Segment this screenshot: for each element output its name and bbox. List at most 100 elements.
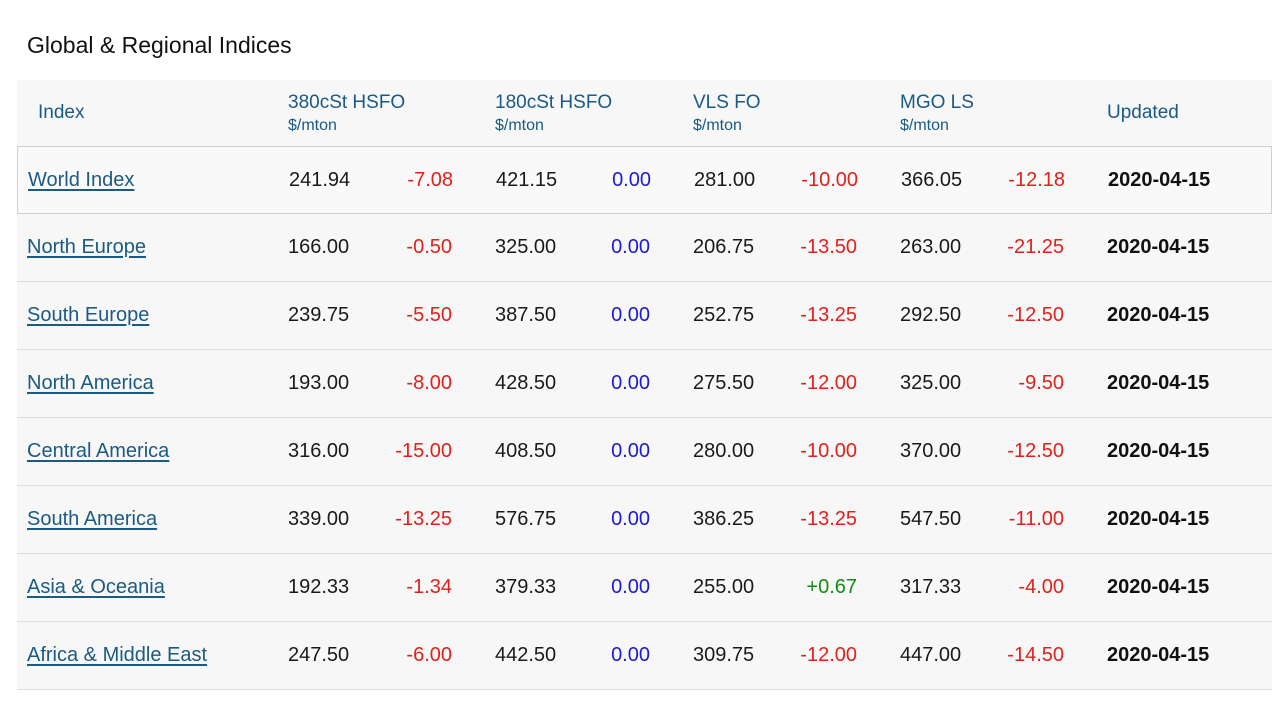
region-link[interactable]: Central America [27,440,170,462]
change-180cst: 0.00 [570,622,650,689]
change-mgols-value: -21.25 [1007,236,1064,258]
header-380cst-label: 380cSt HSFO [288,92,406,113]
header-index-label: Index [38,102,85,123]
price-mgols-value: 325.00 [900,372,962,394]
change-180cst: 0.00 [570,282,650,349]
updated-date: 2020-04-15 [1107,418,1209,485]
change-180cst-value: 0.00 [612,168,651,191]
price-380cst-value: 247.50 [288,644,350,666]
price-mgols-value: 547.50 [900,508,962,530]
change-380cst-value: -6.00 [406,644,452,666]
change-vlsfo-value: -10.00 [800,440,857,462]
price-mgols-value: 292.50 [900,304,962,326]
price-380cst: 166.00 [288,214,398,281]
price-380cst: 339.00 [288,486,398,553]
region-name-cell: World Index [28,147,134,213]
price-380cst-value: 239.75 [288,304,350,326]
change-vlsfo-value: -13.25 [800,304,857,326]
price-mgols-value: 447.00 [900,644,962,666]
price-vlsfo-value: 281.00 [694,168,756,191]
change-mgols: -14.50 [984,622,1064,689]
change-180cst-value: 0.00 [611,236,650,258]
price-380cst: 316.00 [288,418,398,485]
price-380cst: 193.00 [288,350,398,417]
change-380cst-value: -7.08 [407,168,453,191]
table-row: North Europe 166.00 -0.50 325.00 0.00 206.75 -… [17,214,1272,282]
change-380cst: -15.00 [372,418,452,485]
region-link[interactable]: World Index [28,168,135,191]
price-180cst-value: 387.50 [495,304,557,326]
region-link[interactable]: South Europe [27,304,150,326]
table-row: North America 193.00 -8.00 428.50 0.00 275.50… [17,350,1272,418]
region-link[interactable]: Asia & Oceania [27,576,165,598]
change-vlsfo: -12.00 [777,350,857,417]
change-mgols-value: -12.50 [1007,304,1064,326]
price-180cst: 387.50 [495,282,605,349]
region-link[interactable]: South America [27,508,158,530]
change-mgols-value: -9.50 [1018,372,1064,394]
region-name-cell: South Europe [27,282,149,349]
change-180cst-value: 0.00 [611,508,650,530]
change-380cst: -6.00 [372,622,452,689]
header-380cst-unit: $/mton [288,117,337,134]
header-mgols-unit: $/mton [900,117,949,134]
updated-date: 2020-04-15 [1107,486,1209,553]
updated-date: 2020-04-15 [1107,350,1209,417]
price-180cst-value: 325.00 [495,236,557,258]
price-vlsfo-value: 275.50 [693,372,755,394]
price-vlsfo: 275.50 [693,350,803,417]
price-mgols: 366.05 [901,147,1011,213]
region-name-cell: North Europe [27,214,146,281]
header-vlsfo-unit: $/mton [693,117,742,134]
indices-table: Index 380cSt HSFO $/mton 180cSt HSFO $/m… [17,80,1272,690]
change-180cst-value: 0.00 [611,576,650,598]
updated-date-value: 2020-04-15 [1107,304,1210,326]
updated-date: 2020-04-15 [1108,147,1210,213]
change-180cst-value: 0.00 [611,440,650,462]
updated-date-value: 2020-04-15 [1107,372,1210,394]
header-mgols-label: MGO LS [900,92,974,113]
change-380cst-value: -8.00 [406,372,452,394]
price-180cst: 325.00 [495,214,605,281]
region-link[interactable]: North America [27,372,154,394]
price-mgols: 263.00 [900,214,1010,281]
region-name-cell: Asia & Oceania [27,554,165,621]
updated-date: 2020-04-15 [1107,214,1209,281]
change-180cst: 0.00 [571,147,651,213]
updated-date-value: 2020-04-15 [1107,576,1210,598]
table-body: World Index 241.94 -7.08 421.15 0.00 281.00 -1… [17,146,1272,690]
price-380cst: 247.50 [288,622,398,689]
price-mgols-value: 366.05 [901,168,963,191]
updated-date-value: 2020-04-15 [1107,508,1210,530]
price-180cst-value: 442.50 [495,644,557,666]
price-380cst: 192.33 [288,554,398,621]
change-vlsfo: -10.00 [777,418,857,485]
change-vlsfo: -12.00 [777,622,857,689]
table-row: South Europe 239.75 -5.50 387.50 0.00 252.75 -… [17,282,1272,350]
updated-date-value: 2020-04-15 [1107,236,1210,258]
change-vlsfo: -10.00 [778,147,858,213]
price-180cst: 379.33 [495,554,605,621]
price-380cst: 239.75 [288,282,398,349]
table-row: Asia & Oceania 192.33 -1.34 379.33 0.00 255.0… [17,554,1272,622]
price-180cst-value: 408.50 [495,440,557,462]
price-mgols: 447.00 [900,622,1010,689]
region-link[interactable]: Africa & Middle East [27,644,208,666]
change-180cst: 0.00 [570,486,650,553]
change-vlsfo-value: -12.00 [800,372,857,394]
price-vlsfo: 252.75 [693,282,803,349]
table-row: Central America 316.00 -15.00 408.50 0.00 280… [17,418,1272,486]
change-mgols: -21.25 [984,214,1064,281]
region-name-cell: North America [27,350,154,417]
change-180cst: 0.00 [570,554,650,621]
table-row: South America 339.00 -13.25 576.75 0.00 386.2… [17,486,1272,554]
price-mgols: 325.00 [900,350,1010,417]
change-mgols: -11.00 [984,486,1064,553]
change-180cst: 0.00 [570,418,650,485]
change-mgols-value: -4.00 [1018,576,1064,598]
change-vlsfo: +0.67 [777,554,857,621]
price-vlsfo: 206.75 [693,214,803,281]
region-link[interactable]: North Europe [27,236,146,258]
change-mgols-value: -12.50 [1007,440,1064,462]
